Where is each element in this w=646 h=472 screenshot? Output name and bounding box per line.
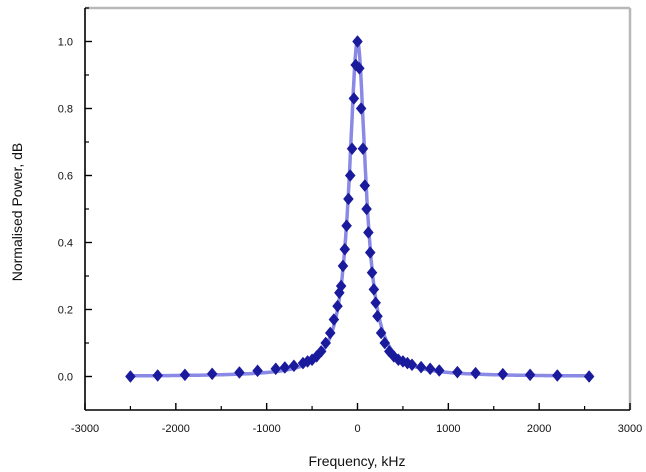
- y-tick-label: 0.4: [58, 238, 73, 250]
- x-tick-label: -3000: [71, 423, 99, 435]
- data-point: [375, 326, 387, 340]
- data-point: [206, 367, 218, 381]
- x-tick-label: -1000: [253, 423, 281, 435]
- fit-line-series: [129, 39, 591, 378]
- data-point: [152, 369, 163, 382]
- data-point: [361, 202, 372, 216]
- fit-line: [129, 39, 591, 378]
- x-tick-label: 2000: [527, 423, 551, 435]
- data-point: [346, 142, 358, 156]
- data-point: [353, 61, 365, 75]
- data-point: [279, 361, 291, 374]
- data-point: [315, 344, 327, 358]
- data-point: [433, 364, 445, 377]
- data-point: [125, 370, 136, 383]
- y-axis-title: Normalised Power, dB: [9, 143, 25, 282]
- data-point: [524, 368, 536, 382]
- data-point: [552, 369, 563, 382]
- data-point: [252, 364, 263, 378]
- y-tick-label: 0.6: [58, 171, 73, 183]
- data-point: [341, 219, 352, 233]
- data-point: [179, 368, 191, 382]
- data-point: [332, 299, 343, 313]
- data-point: [379, 336, 391, 350]
- data-point: [234, 366, 245, 379]
- data-point: [335, 279, 347, 293]
- data-point: [363, 226, 374, 239]
- y-tick-label: 0.0: [58, 372, 73, 384]
- data-point: [352, 35, 363, 48]
- data-point: [415, 360, 427, 374]
- data-point: [470, 366, 481, 380]
- data-point: [370, 296, 381, 310]
- y-tick-label: 0.8: [58, 104, 73, 116]
- x-tick-label: -2000: [162, 423, 190, 435]
- data-point: [328, 313, 340, 326]
- data-point: [452, 365, 463, 379]
- data-point: [337, 259, 349, 273]
- x-tick-label: 3000: [618, 423, 642, 435]
- data-point: [372, 309, 383, 323]
- x-tick-label: 1000: [436, 423, 460, 435]
- x-tick-label: 0: [354, 423, 360, 435]
- data-point: [383, 344, 395, 358]
- data-point: [320, 336, 332, 350]
- data-point: [364, 246, 376, 259]
- data-point: [368, 283, 380, 296]
- data-point: [583, 370, 595, 383]
- data-point: [497, 367, 509, 381]
- data-point: [270, 362, 282, 376]
- data-point: [344, 169, 356, 182]
- data-point: [406, 358, 418, 372]
- data-point: [424, 362, 436, 376]
- data-point: [359, 179, 371, 192]
- data-point: [355, 102, 367, 115]
- marker-series: [125, 35, 595, 383]
- y-tick-label: 1.0: [58, 37, 73, 49]
- x-axis-title: Frequency, kHz: [309, 453, 406, 469]
- y-tick-label: 0.2: [58, 305, 73, 317]
- x-axis: -3000 -2000 -1000 0 1000 2000 3000: [71, 403, 642, 435]
- data-point: [348, 92, 360, 105]
- data-point: [366, 266, 378, 280]
- y-axis: 0.0 0.2 0.4 0.6 0.8 1.0: [58, 7, 92, 384]
- data-point: [339, 242, 351, 256]
- data-point: [343, 192, 354, 206]
- data-point: [357, 142, 369, 156]
- data-point: [324, 326, 336, 340]
- data-point: [288, 359, 300, 373]
